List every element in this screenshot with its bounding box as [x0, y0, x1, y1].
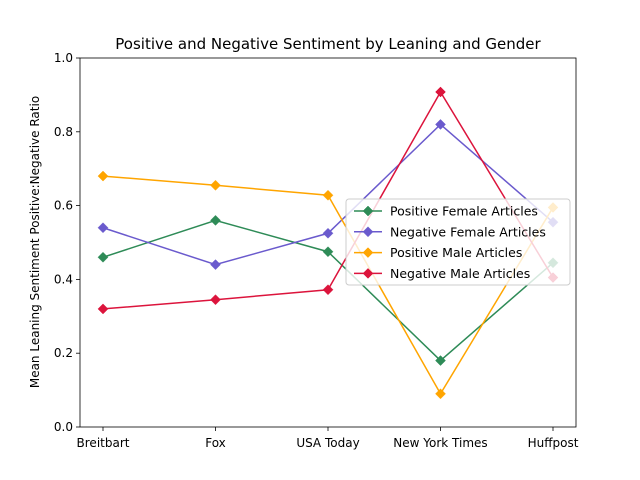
- x-tick-label: New York Times: [393, 436, 487, 450]
- x-tick-label: USA Today: [296, 436, 359, 450]
- legend-marker: [362, 247, 374, 258]
- data-point: [322, 189, 334, 201]
- axes: Breitbart Fox USA Today New York Times Huffp…: [54, 51, 579, 450]
- data-point: [322, 246, 334, 258]
- data-point: [210, 179, 221, 191]
- legend-marker: [362, 205, 374, 217]
- data-point: [210, 215, 221, 226]
- data-point: [435, 119, 446, 130]
- legend: Positive Female Articles Negative Female …: [345, 198, 571, 286]
- data-point: [97, 303, 109, 315]
- legend-label: Negative Female Articles: [390, 224, 546, 239]
- legend-item: Negative Female Articles: [354, 224, 546, 239]
- x-tick-label: Breitbart: [77, 436, 130, 450]
- y-tick-label: 0.4: [54, 272, 73, 286]
- data-point: [97, 251, 109, 263]
- plot-area: [97, 86, 559, 400]
- data-point: [435, 388, 446, 400]
- data-point: [97, 222, 109, 234]
- legend-marker: [362, 226, 374, 238]
- legend-item: Positive Male Articles: [354, 245, 522, 260]
- data-point: [97, 170, 109, 182]
- y-tick-label: 0.8: [54, 125, 73, 139]
- data-point: [322, 227, 334, 239]
- legend-item: Positive Female Articles: [354, 204, 538, 219]
- x-tick-label: Huffpost: [528, 436, 579, 450]
- series-1: [97, 215, 559, 366]
- data-point: [322, 284, 334, 296]
- y-axis-label: Mean Leaning Sentiment Positive:Negative…: [28, 96, 42, 388]
- y-tick-label: 0.0: [54, 420, 73, 434]
- data-point: [435, 355, 446, 366]
- y-tick-label: 0.2: [54, 346, 73, 360]
- legend-box: [345, 198, 571, 286]
- legend-item: Negative Male Articles: [354, 266, 530, 281]
- legend-label: Positive Male Articles: [390, 245, 522, 260]
- data-point: [210, 259, 221, 270]
- x-tick-label: Fox: [205, 436, 226, 450]
- y-tick-label: 1.0: [54, 51, 73, 65]
- legend-label: Positive Female Articles: [390, 204, 538, 219]
- chart-title: Positive and Negative Sentiment by Leani…: [115, 35, 541, 53]
- legend-label: Negative Male Articles: [390, 266, 530, 281]
- legend-marker: [362, 268, 374, 279]
- y-tick-label: 0.6: [54, 199, 73, 213]
- data-point: [435, 86, 446, 98]
- data-point: [210, 294, 221, 306]
